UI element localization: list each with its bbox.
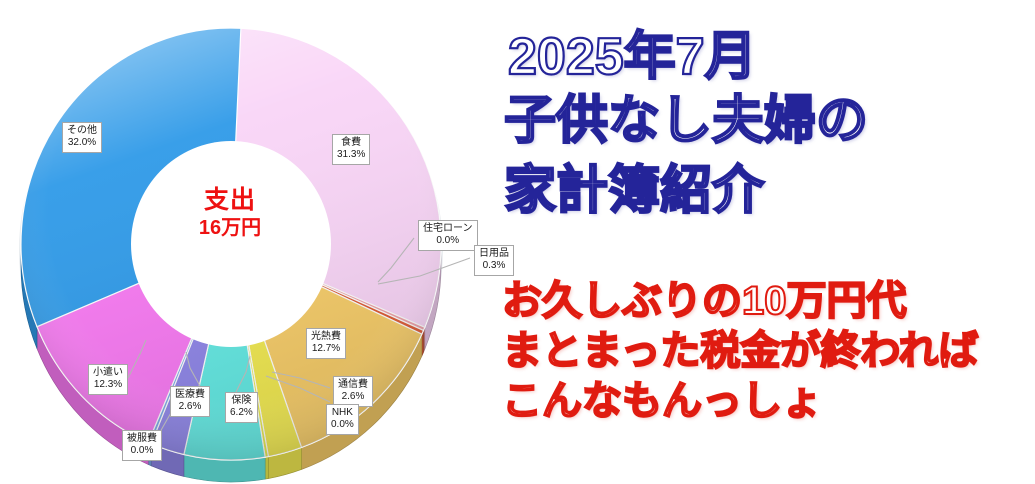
pie-chart: 支出 16万円 その他 32.0% 食費 31.3% 住宅ローン 0.0% 日用… xyxy=(0,0,514,484)
data-label-kozukai: 小遣い 12.3% xyxy=(88,364,128,395)
data-label-hifukuhi: 被服費 0.0% xyxy=(122,430,162,461)
data-label-tsushinhi: 通信費 2.6% xyxy=(333,376,373,407)
data-label-shokuhi: 食費 31.3% xyxy=(332,134,371,165)
data-label-jutaku-loan: 住宅ローン 0.0% xyxy=(418,220,478,251)
data-label-nichiyouhin: 日用品 0.3% xyxy=(474,245,514,276)
headline-line-2: 子供なし夫婦の xyxy=(503,91,869,151)
data-label-hoken: 保険 6.2% xyxy=(225,392,258,423)
subline-line-2: まとまった税金が終われば xyxy=(501,328,979,374)
data-label-nhk: NHK 0.0% xyxy=(326,404,359,435)
subline-line-1: お久しぶりの10万円代 xyxy=(501,278,907,324)
data-label-sonota: その他 32.0% xyxy=(62,122,102,153)
data-label-konetsuhi: 光熱費 12.7% xyxy=(306,328,346,359)
headline-line-1: 2025年7月 xyxy=(507,27,758,87)
data-label-iryouhi: 医療費 2.6% xyxy=(170,386,210,417)
donut-hole xyxy=(131,141,331,347)
slice-side-5 xyxy=(264,456,269,480)
title-text-panel: 2025年7月 子供なし夫婦の 家計簿紹介 お久しぶりの10万円代 まとまった税… xyxy=(494,0,1035,484)
headline-line-3: 家計簿紹介 xyxy=(503,161,765,221)
subline-line-3: こんなもんっしょ xyxy=(501,378,823,424)
